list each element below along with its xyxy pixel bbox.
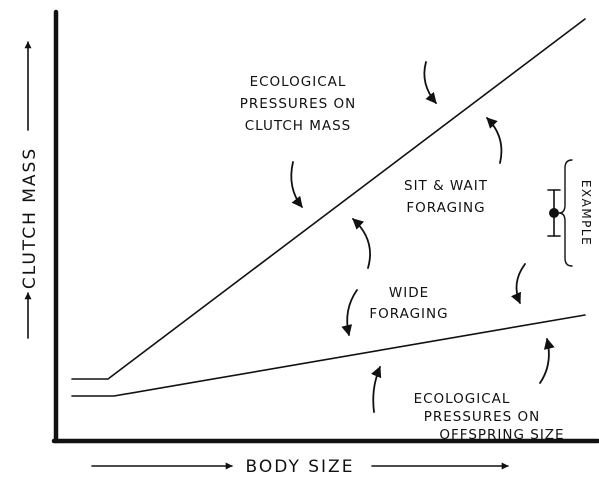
- x-axis-label: BODY SIZE: [246, 457, 355, 477]
- wide-foraging-line-1: WIDE: [389, 285, 429, 301]
- sit-and-wait-line-2: FORAGING: [406, 200, 485, 216]
- trend-lines: [71, 18, 586, 397]
- axes: [51, 9, 599, 444]
- example-point: [549, 208, 559, 218]
- lower-pressures-line-1: ECOLOGICAL: [414, 391, 511, 407]
- curved-arrow-icon: [290, 161, 303, 208]
- lower-pressures-line-3: OFFSPRING SIZE: [439, 427, 564, 443]
- upper-pressures-line-3: CLUTCH MASS: [245, 118, 352, 134]
- wide-foraging-label: WIDE FORAGING: [369, 285, 448, 322]
- example-marker: EXAMPLE: [547, 159, 593, 267]
- example-brace: [558, 159, 573, 267]
- curved-arrow-icon: [510, 263, 526, 305]
- sit-and-wait-line: [71, 18, 586, 380]
- curved-arrow-icon: [423, 61, 437, 104]
- lower-pressures-label: ECOLOGICAL PRESSURES ON OFFSPRING SIZE: [414, 391, 564, 443]
- lower-pressures-line-2: PRESSURES ON: [424, 409, 541, 425]
- upper-pressures-label: ECOLOGICAL PRESSURES ON CLUTCH MASS: [240, 74, 357, 134]
- y-axis-label: CLUTCH MASS: [20, 147, 40, 289]
- upper-pressures-line-1: ECOLOGICAL: [250, 74, 347, 90]
- pressure-arrows: [290, 61, 555, 413]
- curved-arrow-icon: [539, 337, 555, 384]
- sit-and-wait-label: SIT & WAIT FORAGING: [404, 178, 488, 216]
- wide-foraging-line-2: FORAGING: [369, 306, 448, 322]
- example-label: EXAMPLE: [579, 180, 593, 246]
- upper-pressures-line-2: PRESSURES ON: [240, 96, 357, 112]
- curved-arrow-icon: [352, 218, 371, 269]
- curved-arrow-icon: [341, 289, 358, 337]
- x-axis-label-group: BODY SIZE: [91, 457, 509, 477]
- sit-and-wait-line-1: SIT & WAIT: [404, 178, 488, 194]
- curved-arrow-icon: [371, 365, 382, 413]
- curved-arrow-icon: [486, 117, 503, 164]
- y-axis-label-group: CLUTCH MASS: [20, 41, 40, 339]
- wide-foraging-line: [71, 314, 586, 397]
